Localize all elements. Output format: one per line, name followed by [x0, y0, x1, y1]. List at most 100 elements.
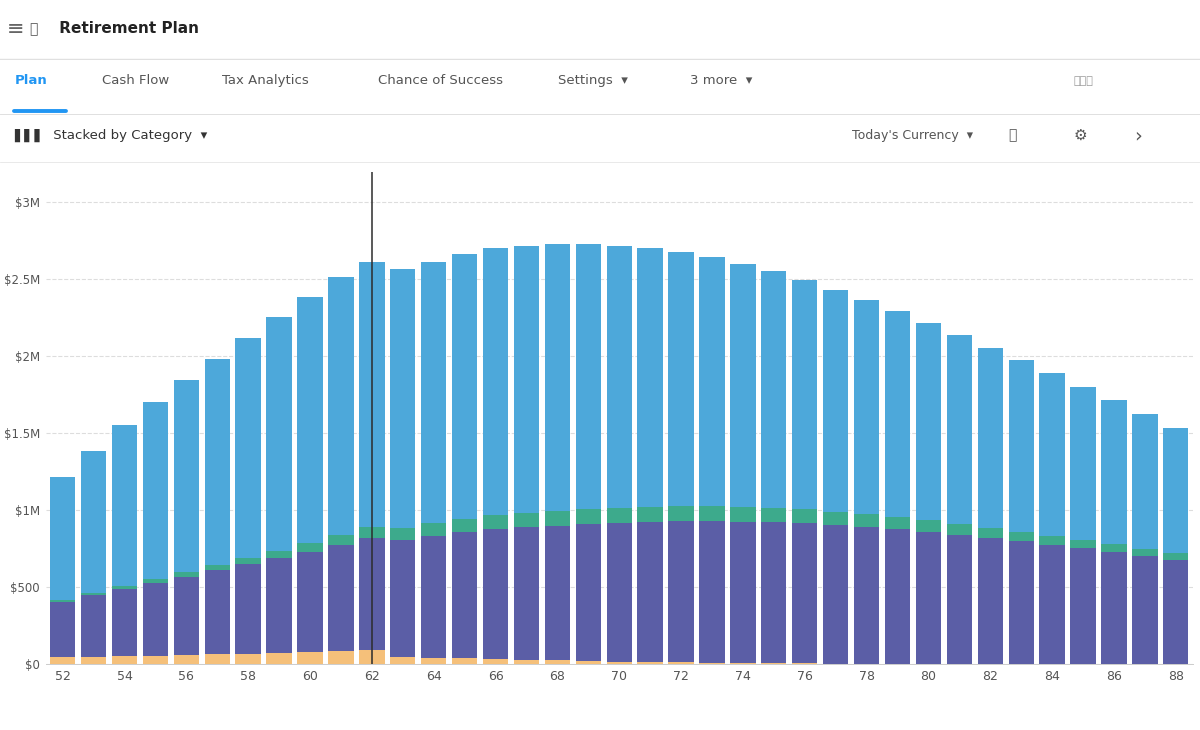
Bar [80, 451, 107, 593]
Bar [50, 600, 76, 602]
Bar [174, 380, 199, 572]
Bar [266, 558, 292, 653]
Bar [143, 656, 168, 664]
Text: Today's Currency  ▾: Today's Currency ▾ [852, 129, 973, 142]
Text: 3 more  ▾: 3 more ▾ [690, 74, 752, 87]
Bar [390, 656, 415, 664]
Bar [761, 663, 786, 664]
Bar [700, 521, 725, 663]
Bar [1008, 531, 1034, 542]
Bar [421, 658, 446, 664]
Bar [606, 246, 632, 507]
Bar [204, 358, 230, 565]
Bar [823, 525, 848, 664]
Bar [545, 661, 570, 664]
Bar [606, 507, 632, 523]
Bar [761, 271, 786, 508]
Bar [1008, 361, 1034, 531]
Bar [576, 244, 601, 509]
Bar [452, 658, 478, 664]
Bar [792, 510, 817, 523]
Bar [174, 572, 199, 577]
Bar [576, 509, 601, 524]
Bar [235, 564, 260, 653]
Text: Cash Flow: Cash Flow [102, 74, 169, 87]
Bar [884, 517, 910, 529]
Bar [359, 538, 384, 650]
Bar [266, 653, 292, 664]
Bar [235, 653, 260, 664]
Bar [1039, 545, 1064, 664]
Bar [606, 523, 632, 661]
Bar [235, 338, 260, 558]
Bar [1163, 560, 1188, 664]
Bar [80, 596, 107, 657]
Bar [1102, 553, 1127, 664]
Bar [854, 514, 880, 527]
Bar [668, 253, 694, 507]
Bar [947, 524, 972, 535]
Bar [545, 245, 570, 510]
Bar [235, 558, 260, 564]
Bar [761, 508, 786, 522]
Bar [452, 532, 478, 658]
Bar [668, 521, 694, 662]
Bar [978, 347, 1003, 528]
Bar [1163, 428, 1188, 553]
Text: Settings  ▾: Settings ▾ [558, 74, 628, 87]
Bar [637, 662, 662, 664]
Text: Chance of Success: Chance of Success [378, 74, 503, 87]
Bar [421, 536, 446, 658]
Text: ›: › [1134, 126, 1141, 145]
Bar [482, 529, 508, 659]
Bar [1132, 415, 1158, 549]
Bar [792, 280, 817, 510]
Bar [421, 523, 446, 536]
Bar [359, 262, 384, 527]
Bar [50, 477, 76, 600]
Bar [700, 663, 725, 664]
Bar [329, 651, 354, 664]
Bar [204, 570, 230, 654]
Bar [452, 254, 478, 518]
Bar [174, 577, 199, 655]
Bar [143, 583, 168, 656]
Bar [80, 657, 107, 664]
Text: Plan: Plan [14, 74, 47, 87]
Bar [143, 402, 168, 579]
Text: Retirement Plan: Retirement Plan [54, 21, 199, 36]
Bar [637, 507, 662, 522]
Bar [1070, 539, 1096, 548]
Bar [514, 512, 539, 527]
Bar [947, 335, 972, 524]
Bar [266, 551, 292, 558]
Bar [329, 277, 354, 535]
Bar [1102, 545, 1127, 553]
Text: ⬛: ⬛ [30, 22, 37, 36]
Bar [576, 661, 601, 664]
Text: ▌▌▌  Stacked by Category  ▾: ▌▌▌ Stacked by Category ▾ [14, 128, 208, 142]
Bar [329, 545, 354, 651]
Bar [854, 300, 880, 514]
Bar [143, 579, 168, 583]
Bar [1070, 548, 1096, 664]
Bar [204, 654, 230, 664]
Bar [80, 593, 107, 596]
Text: ≡: ≡ [7, 19, 24, 39]
Bar [112, 656, 137, 664]
Text: ⚙: ⚙ [1074, 128, 1087, 143]
Bar [700, 257, 725, 507]
Bar [792, 523, 817, 664]
Bar [204, 565, 230, 570]
Bar [545, 526, 570, 661]
Bar [1132, 549, 1158, 556]
Bar [112, 585, 137, 588]
Bar [854, 527, 880, 664]
Bar [359, 527, 384, 538]
Text: ⬛⬛⬛: ⬛⬛⬛ [1074, 76, 1094, 85]
Bar [884, 529, 910, 664]
Bar [359, 650, 384, 664]
Bar [637, 522, 662, 662]
Bar [731, 507, 756, 521]
Bar [452, 518, 478, 532]
